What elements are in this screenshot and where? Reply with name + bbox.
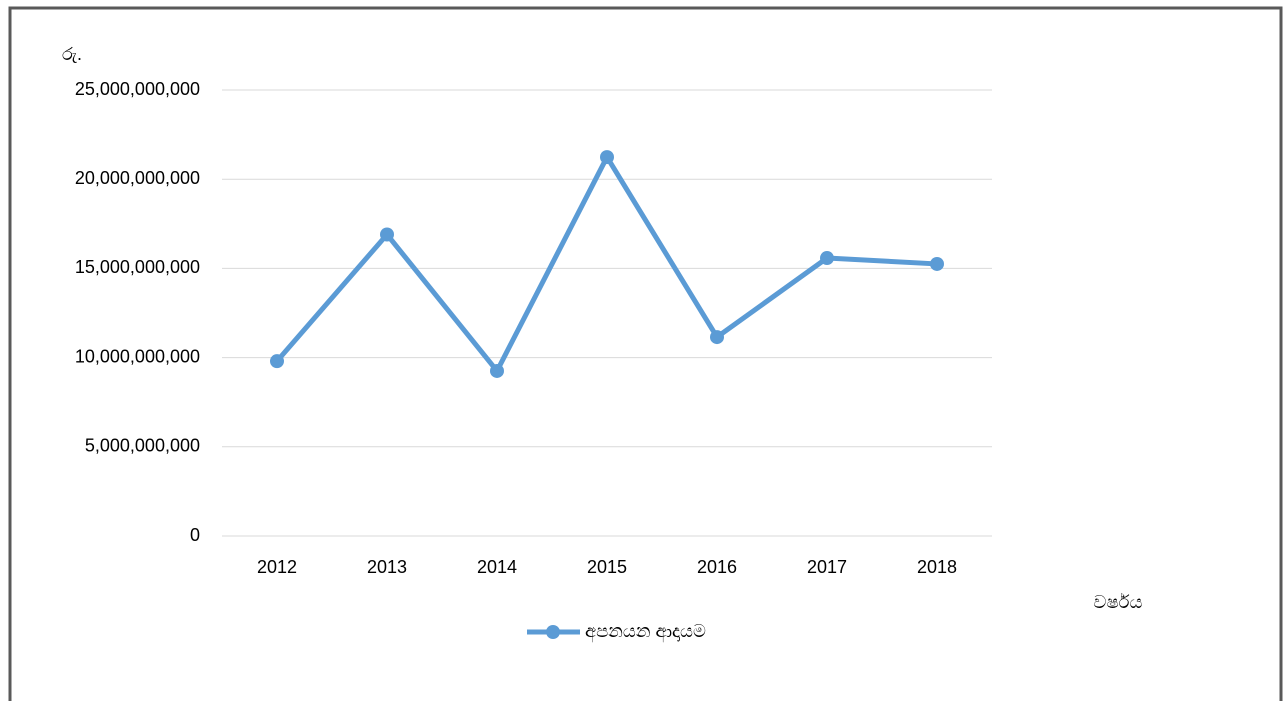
y-tick-label: 0 xyxy=(190,525,200,545)
data-point xyxy=(930,256,944,271)
y-tick-label: 15,000,000,000 xyxy=(75,257,200,277)
data-point xyxy=(820,251,834,266)
y-axis-label: රු. xyxy=(62,44,82,64)
data-point xyxy=(710,330,724,345)
y-tick-label: 10,000,000,000 xyxy=(75,346,200,366)
y-tick-label: 20,000,000,000 xyxy=(75,168,200,188)
legend-marker xyxy=(546,625,560,639)
x-axis-label: වර්ෂය xyxy=(1094,592,1143,612)
x-tick-label: 2012 xyxy=(257,557,297,577)
data-point xyxy=(600,150,614,165)
data-point xyxy=(270,354,284,369)
data-point xyxy=(490,363,504,378)
x-tick-label: 2015 xyxy=(587,557,627,577)
x-tick-label: 2013 xyxy=(367,557,407,577)
data-point xyxy=(380,227,394,242)
x-tick-label: 2014 xyxy=(477,557,517,577)
x-tick-label: 2017 xyxy=(807,557,847,577)
x-tick-label: 2018 xyxy=(917,557,957,577)
series-line xyxy=(275,154,938,374)
y-tick-label: 25,000,000,000 xyxy=(75,79,200,99)
x-tick-label: 2016 xyxy=(697,557,737,577)
legend-label: අපනයන ආදායම xyxy=(585,621,706,643)
chart-frame xyxy=(8,6,1283,701)
y-tick-label: 5,000,000,000 xyxy=(85,436,200,456)
